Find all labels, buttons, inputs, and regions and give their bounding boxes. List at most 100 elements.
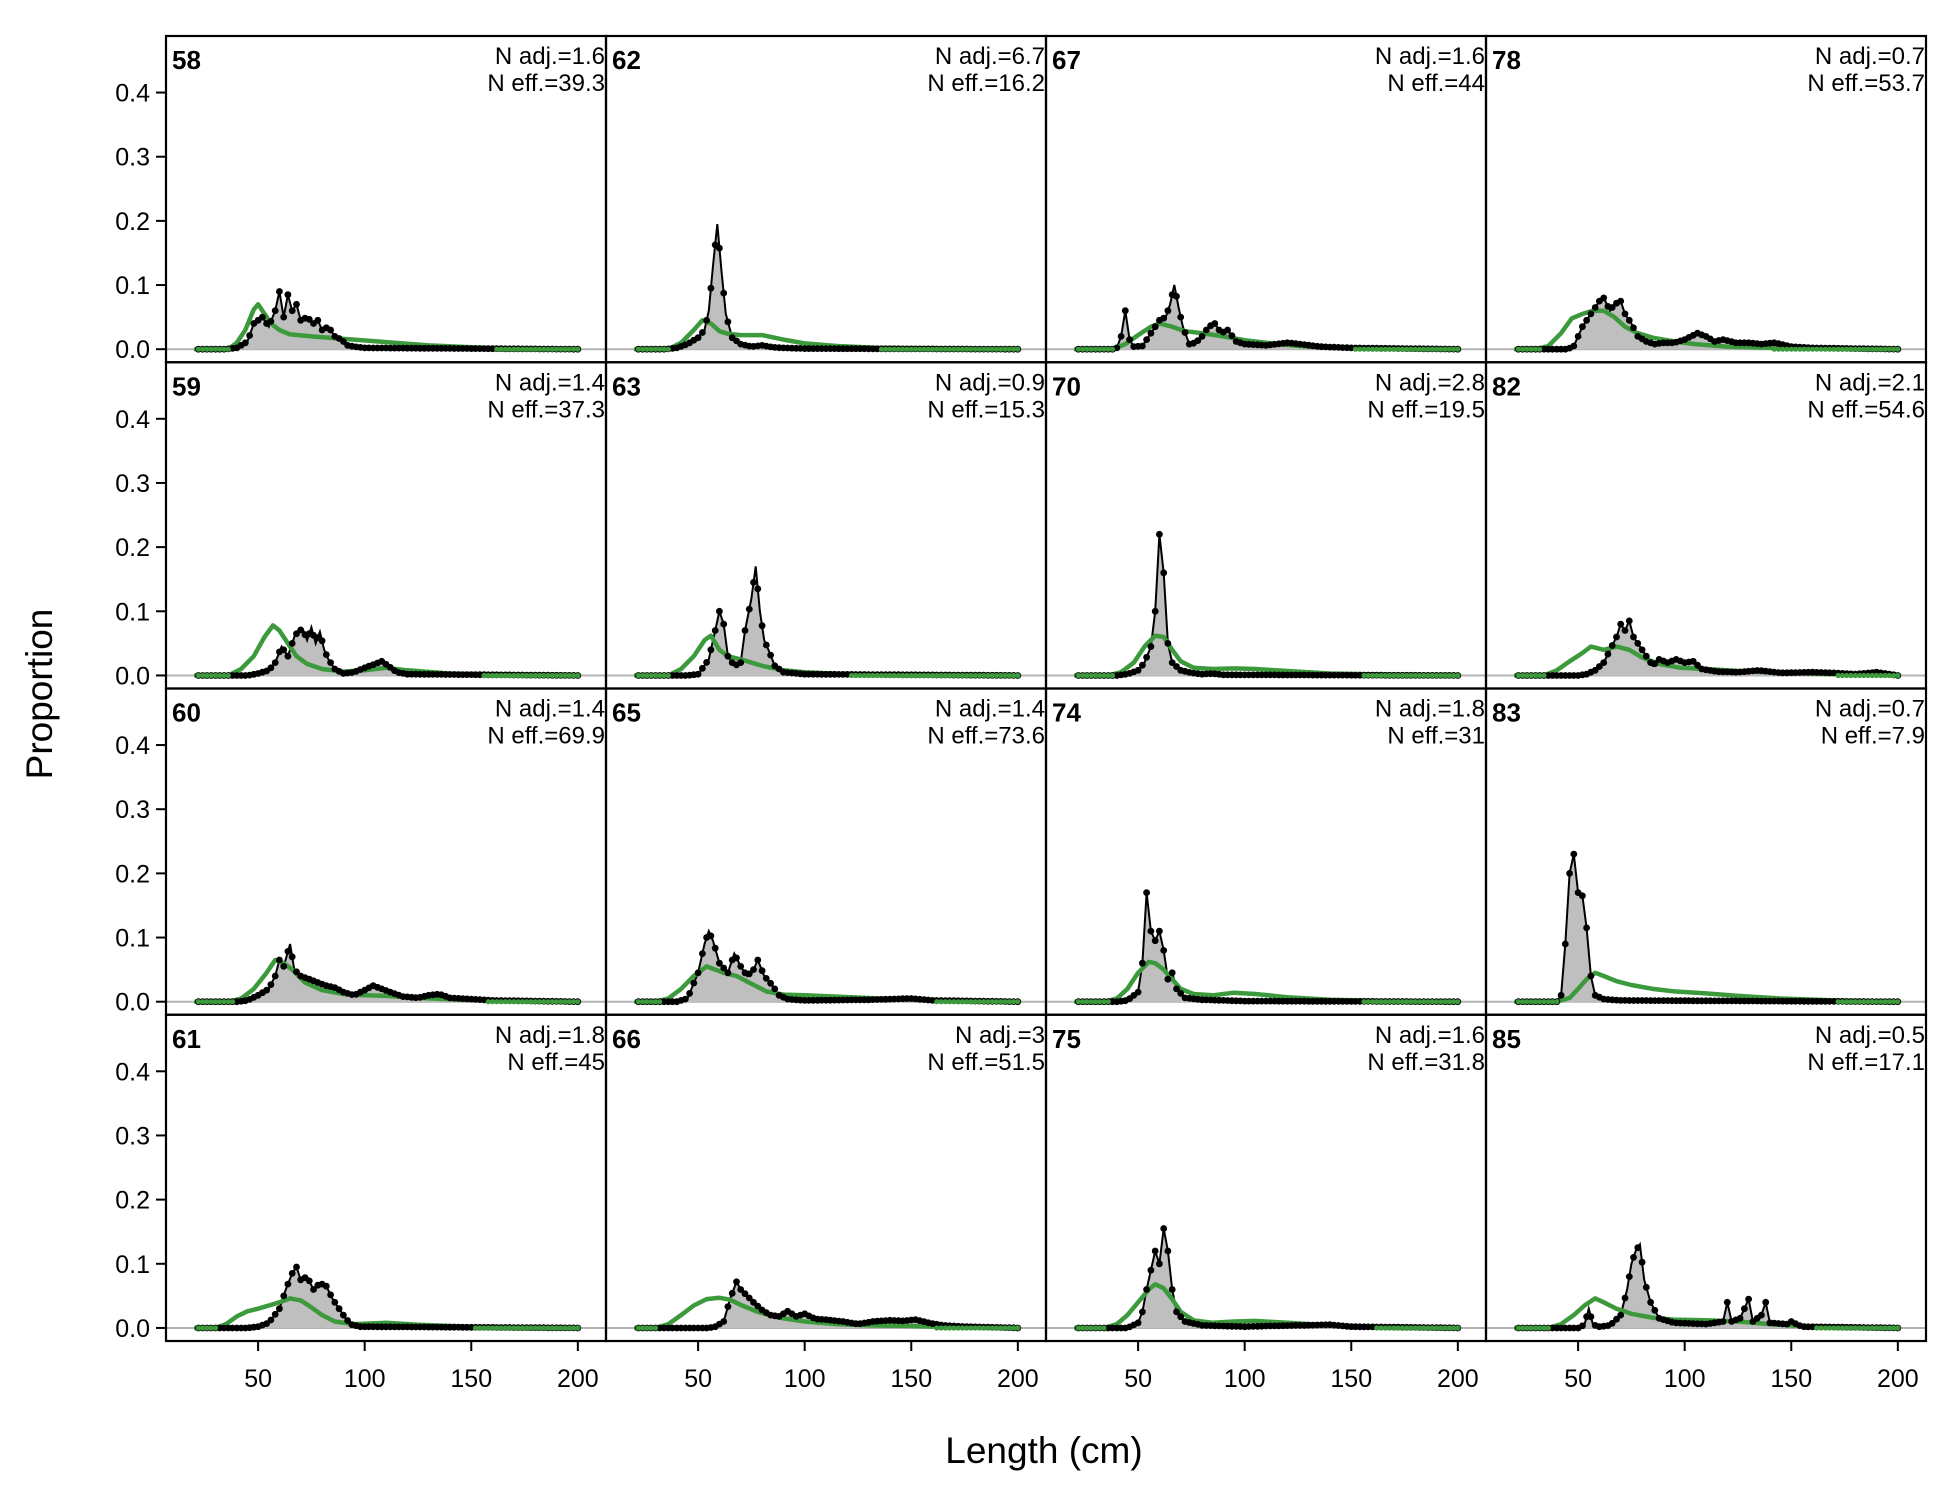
expected-point [1092, 999, 1099, 1005]
expected-point [635, 672, 642, 679]
expected-point [976, 1325, 983, 1331]
expected-point [1365, 672, 1371, 679]
observed-point [276, 288, 283, 295]
observed-points [1515, 617, 1902, 679]
observed-point [767, 651, 774, 659]
expected-point [1861, 672, 1867, 679]
expected-point [1848, 346, 1854, 352]
expected-point [1873, 999, 1880, 1005]
observed-point [1583, 316, 1590, 324]
expected-point [1015, 1325, 1021, 1331]
expected-point [1412, 346, 1418, 352]
observed-point [1625, 1273, 1633, 1280]
expected-point [502, 672, 508, 679]
expected-zero-points [195, 1325, 581, 1331]
observed-point [1638, 646, 1646, 654]
observed-point [1621, 627, 1629, 634]
expected-point [1015, 672, 1021, 679]
y-tick-label: 0.2 [115, 208, 150, 236]
expected-point [1416, 999, 1423, 1005]
observed-point [310, 1286, 317, 1293]
expected-point [1882, 1325, 1888, 1331]
observed-point [259, 313, 266, 321]
expected-point [1105, 999, 1111, 1005]
expected-point [665, 672, 671, 679]
expected-point [993, 1325, 1000, 1331]
expected-point [1370, 672, 1376, 679]
expected-point [1537, 999, 1543, 1005]
expected-point [1528, 346, 1534, 352]
expected-line [634, 1295, 1018, 1331]
expected-point [938, 346, 944, 352]
observed-point [720, 620, 728, 628]
panel-n-eff: N eff.=31 [1387, 723, 1485, 750]
expected-point [938, 999, 944, 1005]
expected-point [951, 999, 957, 1005]
panel-n-eff: N eff.=53.7 [1807, 70, 1925, 97]
expected-point [1378, 672, 1384, 679]
expected-point [648, 346, 654, 352]
expected-point [1352, 346, 1359, 352]
expected-point [519, 346, 526, 352]
expected-point [1771, 346, 1777, 352]
expected-point [1442, 1325, 1448, 1331]
expected-point [998, 1325, 1004, 1331]
expected-point [1554, 999, 1560, 1005]
x-tick-label: 50 [1564, 1365, 1592, 1393]
expected-point [968, 672, 974, 679]
expected-point [225, 672, 231, 679]
expected-point [1528, 1325, 1534, 1331]
observed-point [754, 1302, 762, 1310]
expected-point [1015, 999, 1021, 1005]
y-tick-label: 0.3 [115, 470, 150, 498]
observed-point [1147, 329, 1155, 337]
expected-point [1080, 1325, 1086, 1331]
expected-point [229, 999, 236, 1005]
expected-point [575, 346, 581, 352]
expected-point [571, 1325, 577, 1331]
observed-point [322, 651, 330, 658]
expected-point [904, 346, 910, 352]
expected-point [553, 999, 560, 1005]
observed-area [1074, 285, 1458, 350]
expected-point [1532, 672, 1539, 679]
expected-point [1891, 999, 1897, 1005]
x-tick-label: 50 [244, 1365, 272, 1393]
expected-point [1882, 346, 1888, 352]
expected-point [502, 346, 508, 352]
expected-point [1810, 346, 1816, 352]
expected-point [562, 1325, 568, 1331]
expected-point [558, 1325, 564, 1331]
expected-point [989, 1325, 995, 1331]
observed-point [1591, 304, 1599, 311]
observed-point [1642, 1283, 1650, 1291]
expected-point [225, 999, 231, 1005]
expected-point [934, 672, 940, 679]
expected-point [217, 672, 223, 679]
expected-zero-points [1075, 1325, 1461, 1331]
observed-point [267, 1316, 275, 1324]
expected-point [1515, 346, 1521, 352]
expected-point [895, 346, 902, 352]
expected-point [1455, 999, 1461, 1005]
observed-point [762, 641, 770, 649]
expected-point [1797, 346, 1803, 352]
observed-point [271, 1310, 279, 1318]
observed-point [1651, 660, 1659, 668]
observed-point [724, 969, 732, 977]
observed-point [767, 979, 774, 987]
expected-point [566, 1325, 572, 1331]
expected-point [1084, 999, 1090, 1005]
expected-point [1429, 346, 1435, 352]
expected-point [1365, 999, 1371, 1005]
observed-point [1608, 642, 1616, 649]
expected-point [519, 1325, 526, 1331]
expected-point [1011, 346, 1017, 352]
observed-point [263, 986, 270, 994]
expected-point [951, 346, 957, 352]
expected-point [1105, 672, 1111, 679]
expected-point [485, 999, 491, 1005]
expected-point [225, 346, 231, 352]
observed-point [1139, 661, 1146, 669]
expected-point [494, 1325, 500, 1331]
